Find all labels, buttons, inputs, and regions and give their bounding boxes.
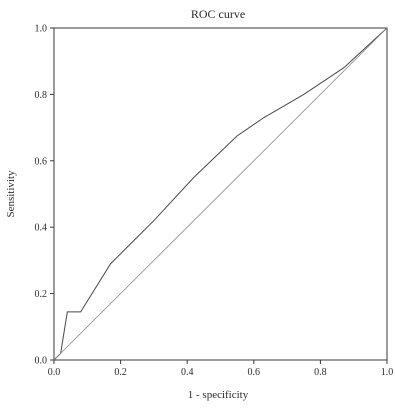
- series-group: [53, 27, 388, 361]
- x-tick-label: 0.8: [314, 367, 327, 378]
- y-tick-label: 0.4: [35, 223, 48, 234]
- x-tick-label: 0.2: [114, 367, 127, 378]
- plot-frame: [53, 27, 388, 361]
- y-tick-label: 0.6: [35, 156, 48, 167]
- x-axis-label: 1 - specificity: [188, 389, 249, 401]
- reference-diagonal-line: [53, 27, 388, 361]
- chart-title: ROC curve: [191, 7, 245, 21]
- x-tick-label: 1.0: [381, 367, 394, 378]
- roc-curve-line: [53, 27, 388, 361]
- y-tick-label: 0.8: [35, 90, 48, 101]
- y-axis-label: Sensitivity: [5, 170, 17, 218]
- y-tick-label: 0.2: [35, 289, 48, 300]
- x-tick-label: 0.4: [181, 367, 194, 378]
- y-tick-label: 0.0: [35, 356, 48, 367]
- x-tick-label: 0.0: [48, 367, 61, 378]
- y-tick-label: 1.0: [35, 24, 48, 35]
- x-tick-label: 0.6: [248, 367, 261, 378]
- axis-ticks: 0.0 0.2 0.4 0.6 0.8 1.0 0.0 0.2 0.4 0.6 0.8 1.0: [35, 24, 394, 379]
